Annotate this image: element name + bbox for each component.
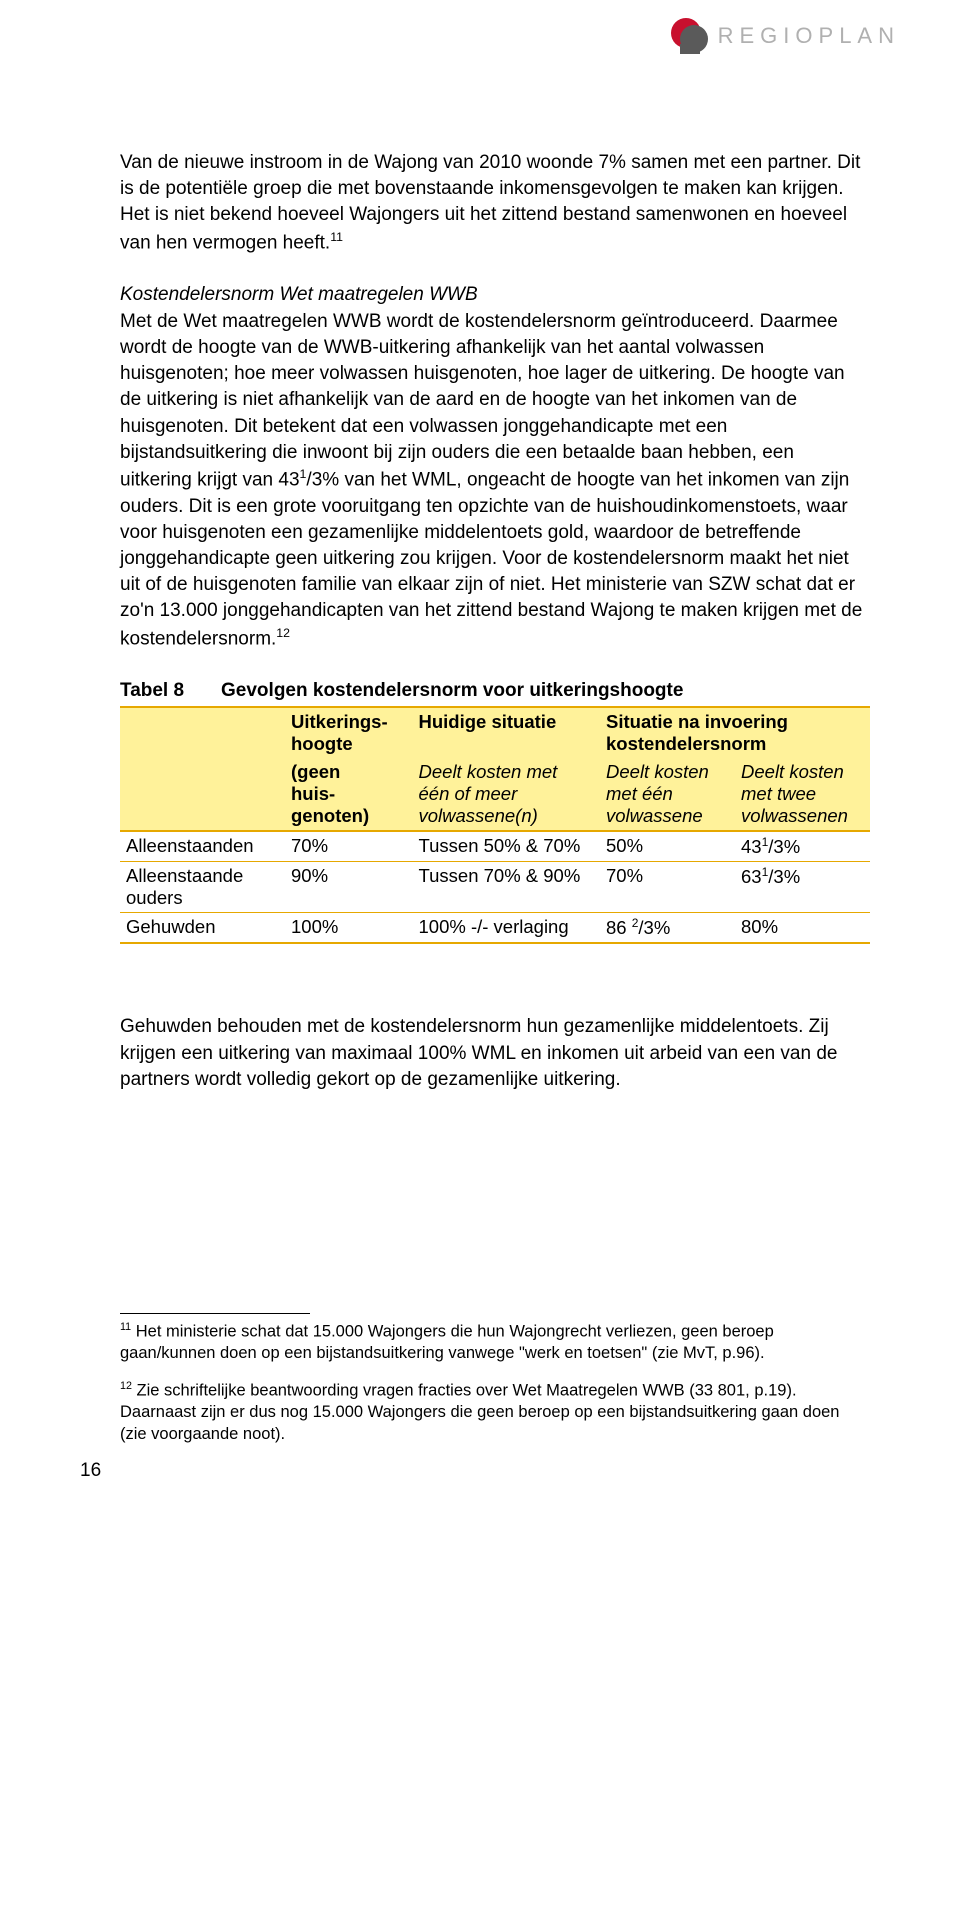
logo-icon — [664, 14, 710, 58]
table-row: Gehuwden 100% 100% -/- verlaging 86 2/3%… — [120, 913, 870, 944]
table-label: Tabel 8 — [120, 680, 184, 701]
hdr-huidige: Huidige situatie — [413, 707, 601, 758]
hdr-geen-huisgenoten: (geen huis- genoten) — [285, 758, 413, 831]
footnotes: 11 Het ministerie schat dat 15.000 Wajon… — [120, 1313, 870, 1446]
hdr-deelt-een: Deelt kosten met één volwassene — [600, 758, 735, 831]
fraction-1b: /3 — [306, 469, 322, 490]
footnote-ref-11: 11 — [330, 230, 343, 244]
logo: REGIOPLAN — [664, 14, 900, 58]
page-number: 16 — [80, 1460, 870, 1482]
body-paragraph-2: Gehuwden behouden met de kostendelersnor… — [120, 1014, 870, 1093]
footnote-12: 12 Zie schriftelijke beantwoording vrage… — [120, 1379, 870, 1446]
para1-b-b: % van het WML, ongeacht de hoogte van he… — [120, 469, 862, 649]
hdr-uitkeringshoogte-1: Uitkerings- hoogte — [285, 707, 413, 758]
hdr-deelt-twee: Deelt kosten met twee volwassenen — [735, 758, 870, 831]
para1-b-a: Met de Wet maatregelen WWB wordt de kost… — [120, 311, 845, 491]
footnote-ref-12: 12 — [276, 626, 290, 640]
footnote-11: 11 Het ministerie schat dat 15.000 Wajon… — [120, 1320, 870, 1365]
para1-a: Van de nieuwe instroom in de Wajong van … — [120, 152, 860, 253]
logo-text: REGIOPLAN — [718, 23, 900, 49]
table-row: Alleenstaanden 70% Tussen 50% & 70% 50% … — [120, 831, 870, 862]
hdr-deelt-een-of-meer: Deelt kosten met één of meer volwassene(… — [413, 758, 601, 831]
table-title: Gevolgen kostendelersnorm voor uitkering… — [221, 680, 683, 701]
body-paragraph-1: Van de nieuwe instroom in de Wajong van … — [120, 150, 870, 652]
subheading: Kostendelersnorm Wet maatregelen WWB — [120, 284, 478, 305]
footnote-separator — [120, 1313, 310, 1314]
table-8: Tabel 8 Gevolgen kostendelersnorm voor u… — [120, 680, 870, 944]
hdr-situatie-na: Situatie na invoering kostendelersnorm — [600, 707, 870, 758]
table-row: Alleenstaande ouders 90% Tussen 70% & 90… — [120, 862, 870, 913]
